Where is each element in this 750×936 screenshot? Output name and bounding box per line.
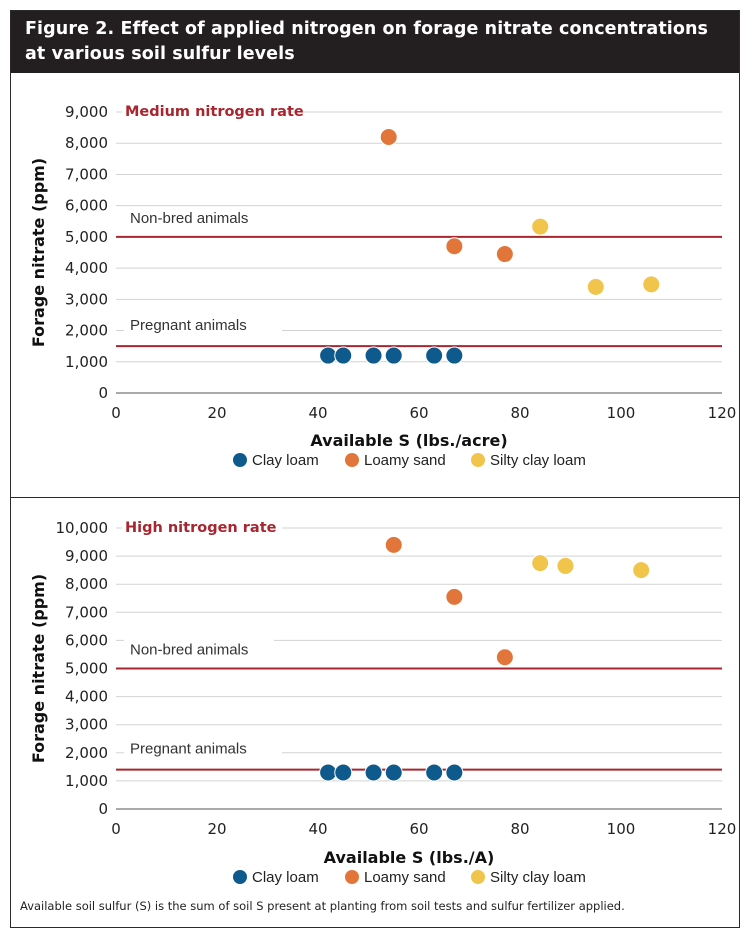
panel2-legend-marker [471, 870, 485, 884]
panel2-point-clay-loam [334, 763, 353, 782]
panel1-threshold-label-bg [124, 206, 274, 229]
panel2-y-tick-label: 6,000 [65, 631, 108, 649]
panel2-point-clay-loam [319, 763, 338, 782]
panel1-y-tick-label: 9,000 [65, 103, 108, 121]
panel2-y-axis-label: Forage nitrate (ppm) [29, 574, 48, 763]
panel2-x-tick-label: 120 [708, 820, 737, 838]
panel1-point-clay-loam [445, 346, 464, 365]
panel2-y-tick-label: 1,000 [65, 772, 108, 790]
panel1-y-tick-label: 4,000 [65, 259, 108, 277]
panel2-y-tick-label: 10,000 [56, 519, 109, 537]
panel1-point-silty-clay-loam [642, 275, 661, 294]
panel1-y-tick-label: 5,000 [65, 228, 108, 246]
panel1-point-loamy-sand [379, 127, 398, 146]
panel2-y-tick-label: 3,000 [65, 716, 108, 734]
panel1-threshold-label: Pregnant animals [130, 317, 247, 334]
panel1-y-tick-label: 8,000 [65, 134, 108, 152]
panel1-point-clay-loam [384, 346, 403, 365]
panel2-x-tick-label: 40 [308, 820, 327, 838]
panel2-y-tick-label: 5,000 [65, 660, 108, 678]
panel2-point-clay-loam [384, 763, 403, 782]
panel2-x-tick-label: 100 [607, 820, 636, 838]
panel1-threshold-label: Non-bred animals [130, 210, 248, 227]
panel2-point-silty-clay-loam [632, 561, 651, 580]
figure-title-line-2: at various soil sulfur levels [25, 44, 295, 64]
panel2-threshold-label: Non-bred animals [130, 642, 248, 659]
panel1-legend-marker [471, 453, 485, 467]
panel2-legend-label: Loamy sand [364, 869, 446, 886]
panel2-legend-marker [345, 870, 359, 884]
panel1-point-loamy-sand [495, 245, 514, 264]
panel1-legend-marker [233, 453, 247, 467]
panel1-x-tick-label: 20 [207, 404, 226, 422]
panel2-threshold-label-bg [124, 737, 282, 760]
panel1-x-tick-label: 0 [111, 404, 121, 422]
panel1-legend-label: Silty clay loam [490, 452, 586, 469]
figure-title-line-1: Figure 2. Effect of applied nitrogen on … [25, 19, 709, 39]
panel1-point-silty-clay-loam [586, 277, 605, 296]
panel2-x-tick-label: 60 [409, 820, 428, 838]
panel2-x-tick-label: 20 [207, 820, 226, 838]
panel2-y-tick-label: 0 [98, 800, 108, 818]
panel1-title-bg [122, 100, 282, 122]
panel1-x-tick-label: 60 [409, 404, 428, 422]
panel2-x-tick-label: 80 [510, 820, 529, 838]
panel2-threshold-label: Pregnant animals [130, 741, 247, 758]
panel1-y-tick-label: 2,000 [65, 322, 108, 340]
panel1-legend-marker [345, 453, 359, 467]
panel2-point-clay-loam [445, 763, 464, 782]
panel2-y-tick-label: 2,000 [65, 744, 108, 762]
panel1-y-tick-label: 3,000 [65, 290, 108, 308]
panel1-point-silty-clay-loam [531, 217, 550, 236]
panel1-y-tick-label: 0 [98, 384, 108, 402]
panel1-y-tick-label: 6,000 [65, 197, 108, 215]
footnote: Available soil sulfur (S) is the sum of … [20, 899, 625, 913]
panel1-point-clay-loam [364, 346, 383, 365]
panel1-y-axis-label: Forage nitrate (ppm) [29, 158, 48, 347]
panel1-y-tick-label: 7,000 [65, 165, 108, 183]
panel1-threshold-label-bg [124, 314, 282, 337]
panel1-point-clay-loam [425, 346, 444, 365]
panel1-x-axis-label: Available S (lbs./acre) [310, 431, 507, 450]
panel1-panel-title: Medium nitrogen rate [125, 104, 304, 120]
panel1-x-tick-label: 100 [607, 404, 636, 422]
panel2-threshold-label-bg [124, 638, 274, 661]
panel2-x-tick-label: 0 [111, 820, 121, 838]
panel1-legend-label: Clay loam [252, 452, 319, 469]
panel2-point-loamy-sand [495, 648, 514, 667]
panel-divider [11, 497, 739, 498]
panel2-point-loamy-sand [445, 587, 464, 606]
panel1-x-tick-label: 120 [708, 404, 737, 422]
panel2-y-tick-label: 4,000 [65, 688, 108, 706]
panel2-title-bg [122, 516, 282, 538]
panel2-legend-label: Silty clay loam [490, 869, 586, 886]
panel1-point-loamy-sand [445, 237, 464, 256]
panel1-point-clay-loam [319, 346, 338, 365]
panel1-x-tick-label: 40 [308, 404, 327, 422]
panel2-y-tick-label: 7,000 [65, 603, 108, 621]
panel2-point-clay-loam [425, 763, 444, 782]
panel1-y-tick-label: 1,000 [65, 353, 108, 371]
panel2-point-silty-clay-loam [556, 556, 575, 575]
panel2-panel-title: High nitrogen rate [125, 520, 277, 536]
panel1-legend-label: Loamy sand [364, 452, 446, 469]
panel1-x-tick-label: 80 [510, 404, 529, 422]
panel1-point-clay-loam [334, 346, 353, 365]
panel2-point-silty-clay-loam [531, 554, 550, 573]
panel2-legend-marker [233, 870, 247, 884]
panel2-y-tick-label: 8,000 [65, 575, 108, 593]
panel2-y-tick-label: 9,000 [65, 547, 108, 565]
panel2-legend-label: Clay loam [252, 869, 319, 886]
panel2-point-loamy-sand [384, 535, 403, 554]
panel2-x-axis-label: Available S (lbs./A) [324, 848, 495, 867]
figure-header: Figure 2. Effect of applied nitrogen on … [11, 11, 739, 73]
panel2-point-clay-loam [364, 763, 383, 782]
